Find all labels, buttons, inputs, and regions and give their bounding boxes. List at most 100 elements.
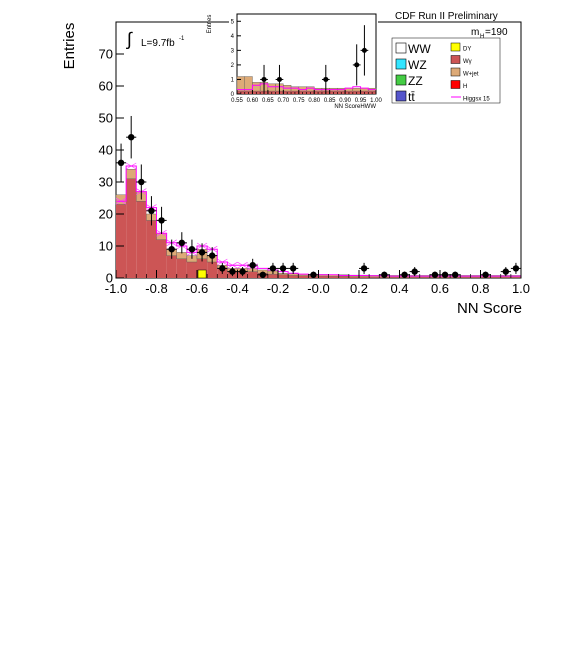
x-tick-label: 0.95 (355, 98, 367, 104)
legend-swatch (395, 74, 407, 86)
wgamma-bar (500, 277, 511, 278)
wgamma-bar (197, 258, 208, 278)
x-tick-label: 0.60 (247, 98, 259, 104)
data-point (361, 47, 367, 53)
y-tick-label: 60 (99, 79, 113, 94)
wgamma-bar (278, 274, 289, 278)
legend-label: WZ (408, 58, 427, 72)
x-tick-label: 0.70 (277, 98, 289, 104)
data-point (229, 268, 236, 275)
wjet-bar (290, 86, 299, 92)
experiment-label: CDF Run II Preliminary (395, 11, 498, 22)
legend-swatch (450, 55, 461, 64)
x-tick-label: 0.6 (431, 281, 449, 296)
y-tick-label: 3 (231, 48, 235, 54)
y-tick-label: 5 (231, 19, 235, 25)
data-point (188, 246, 196, 253)
wgamma-bar (166, 255, 177, 278)
wgamma-bar (136, 201, 147, 278)
y-tick-label: 50 (99, 111, 113, 126)
inset-y-axis-title: Entries (207, 15, 213, 34)
wjet-bar (125, 168, 137, 179)
wjet-bar (352, 87, 361, 92)
lumi-exponent: -1 (179, 36, 185, 42)
mass-label-sub: H (480, 34, 484, 40)
wgamma-bar (419, 277, 430, 278)
data-point (512, 265, 520, 272)
y-tick-label: 0 (106, 271, 113, 286)
wgamma-bar (470, 277, 481, 278)
data-point (502, 268, 510, 275)
wjet-bar (298, 86, 307, 92)
y-tick-label: 20 (99, 207, 113, 222)
y-tick-label: 70 (99, 47, 113, 62)
data-point (117, 159, 125, 166)
wgamma-bar (460, 277, 471, 278)
wgamma-bar (490, 277, 501, 278)
legend-label: Higgsx 15 (463, 97, 490, 103)
data-point (310, 271, 317, 278)
x-tick-label: -1.0 (105, 281, 127, 296)
y-axis-title: Entries (61, 23, 78, 70)
x-tick-label: 0.4 (390, 281, 408, 296)
lumi-text: L=9.7fb (141, 38, 175, 49)
legend-swatch (450, 42, 461, 52)
wgamma-bar (176, 258, 187, 278)
wgamma-bar (369, 277, 380, 278)
wgamma-bar (207, 262, 218, 278)
wgamma-bar (126, 178, 137, 278)
legend-swatch (450, 67, 461, 77)
data-point (239, 268, 246, 275)
wgamma-bar (298, 275, 309, 278)
x-tick-label: -0.2 (267, 281, 289, 296)
data-point (441, 271, 449, 278)
data-point (219, 265, 226, 272)
y-tick-label: 0 (231, 92, 235, 98)
data-point (482, 271, 489, 278)
wgamma-bar (267, 274, 278, 278)
legend-swatch (450, 80, 461, 89)
data-point (178, 239, 186, 246)
data-point (249, 262, 256, 269)
wgamma-bar (116, 204, 127, 278)
data-point (451, 271, 459, 278)
data-point (401, 271, 408, 278)
svg-text:∫: ∫ (125, 29, 133, 49)
wjet-bar (287, 273, 299, 276)
wgamma-bar (328, 276, 339, 278)
wgamma-bar (338, 276, 349, 278)
data-point (279, 265, 287, 272)
data-point (158, 217, 165, 224)
x-tick-label: 0.55 (231, 98, 243, 104)
x-tick-label: 0.80 (308, 98, 320, 104)
data-point (168, 246, 175, 253)
legend-swatch (395, 90, 407, 102)
wjet-bar (267, 83, 276, 92)
y-tick-label: 1 (231, 78, 235, 84)
data-point (127, 134, 135, 141)
data-point (381, 271, 388, 278)
data-point (431, 271, 439, 278)
data-point (411, 268, 418, 275)
mass-label-value: =190 (485, 27, 508, 38)
x-tick-label: 0.2 (350, 281, 368, 296)
legend-label: Wγ (463, 59, 472, 65)
wgamma-bar (146, 220, 157, 278)
wgamma-bar (247, 271, 258, 278)
data-point (276, 76, 282, 82)
legend-label: tt̄ (408, 90, 415, 104)
data-point (148, 207, 155, 214)
wjet-bar (306, 86, 315, 92)
y-tick-label: 4 (231, 34, 235, 40)
wgamma-bar (186, 262, 197, 278)
legend-label: DY (463, 47, 471, 53)
x-tick-label: -0.4 (226, 281, 248, 296)
legend-label: W+jet (463, 72, 479, 78)
y-tick-label: 10 (99, 239, 113, 254)
data-point (198, 249, 206, 256)
data-point (269, 265, 277, 272)
x-axis-title: NN Score (457, 300, 522, 317)
x-tick-label: 0.75 (293, 98, 305, 104)
wgamma-bar (510, 277, 521, 278)
